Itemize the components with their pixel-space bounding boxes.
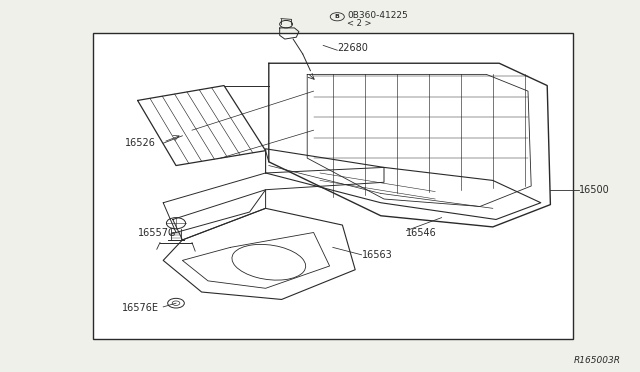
Text: 16576E: 16576E: [122, 303, 159, 313]
Text: 16557G: 16557G: [138, 228, 176, 237]
Text: < 2 >: < 2 >: [347, 19, 371, 28]
Text: 16500: 16500: [579, 185, 610, 195]
Text: 22680: 22680: [337, 43, 368, 52]
Text: 16546: 16546: [406, 228, 437, 237]
Text: 16526: 16526: [125, 138, 156, 148]
Text: B: B: [335, 14, 340, 19]
Text: R165003R: R165003R: [574, 356, 621, 365]
Text: 0B360-41225: 0B360-41225: [347, 12, 408, 20]
Bar: [93, 33, 573, 339]
Text: 16563: 16563: [362, 250, 392, 260]
